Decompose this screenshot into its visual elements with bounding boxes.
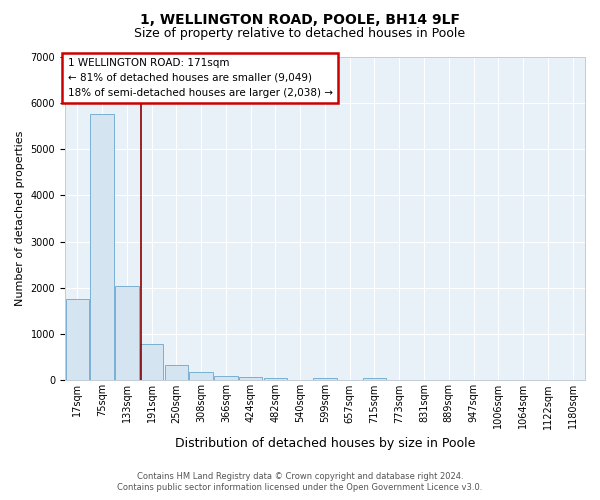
Bar bbox=[363, 378, 386, 380]
Bar bbox=[65, 300, 89, 380]
Text: Contains HM Land Registry data © Crown copyright and database right 2024.
Contai: Contains HM Land Registry data © Crown c… bbox=[118, 472, 482, 492]
Y-axis label: Number of detached properties: Number of detached properties bbox=[15, 131, 25, 306]
Bar bbox=[115, 286, 139, 380]
Text: Size of property relative to detached houses in Poole: Size of property relative to detached ho… bbox=[134, 28, 466, 40]
Text: 1, WELLINGTON ROAD, POOLE, BH14 9LF: 1, WELLINGTON ROAD, POOLE, BH14 9LF bbox=[140, 12, 460, 26]
Bar bbox=[263, 378, 287, 380]
Bar bbox=[313, 378, 337, 380]
Text: 1 WELLINGTON ROAD: 171sqm
← 81% of detached houses are smaller (9,049)
18% of se: 1 WELLINGTON ROAD: 171sqm ← 81% of detac… bbox=[68, 58, 332, 98]
Bar bbox=[140, 344, 163, 380]
Bar bbox=[214, 376, 238, 380]
Bar bbox=[190, 372, 213, 380]
Bar bbox=[164, 365, 188, 380]
X-axis label: Distribution of detached houses by size in Poole: Distribution of detached houses by size … bbox=[175, 437, 475, 450]
Bar bbox=[90, 114, 114, 380]
Bar bbox=[239, 377, 262, 380]
